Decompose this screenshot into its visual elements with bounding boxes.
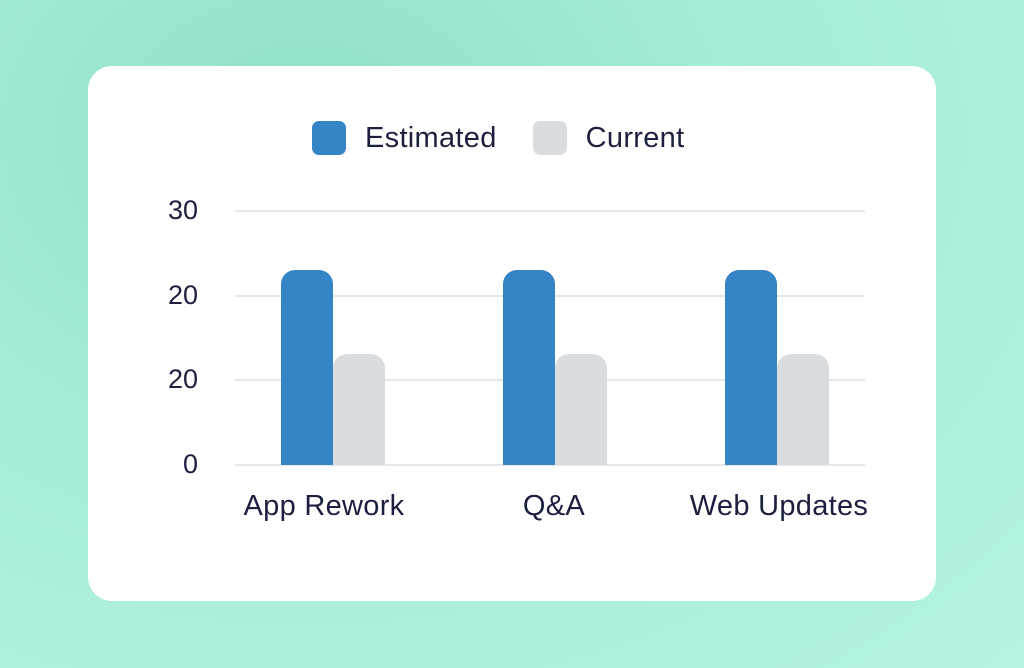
bar-current-app-rework[interactable]: [333, 354, 385, 465]
legend-item-estimated[interactable]: Estimated: [312, 121, 497, 155]
legend-swatch-current: [532, 121, 567, 155]
y-tick-label: 0: [182, 449, 198, 479]
bar-current-web-updates[interactable]: [777, 354, 829, 465]
chart-card: Estimated Current 30 20 20 0 App Rework …: [88, 66, 936, 601]
legend-label: Estimated: [365, 121, 497, 154]
y-tick-label: 30: [167, 195, 198, 225]
bar-estimated-web-updates[interactable]: [725, 270, 777, 465]
y-tick-label: 20: [167, 280, 198, 310]
gridline: [235, 210, 865, 212]
legend-item-current[interactable]: Current: [532, 121, 685, 155]
gridline: [235, 464, 865, 466]
y-tick-label: 20: [167, 364, 198, 394]
bar-estimated-qa[interactable]: [503, 270, 555, 465]
x-tick-label: Q&A: [522, 490, 586, 522]
legend-label: Current: [585, 121, 685, 154]
x-tick-label: Web Updates: [689, 490, 869, 522]
bar-estimated-app-rework[interactable]: [281, 270, 333, 465]
x-tick-label: App Rework: [243, 490, 405, 522]
chart-legend: Estimated Current: [312, 120, 720, 156]
bar-current-qa[interactable]: [555, 354, 607, 465]
legend-swatch-estimated: [312, 121, 346, 155]
